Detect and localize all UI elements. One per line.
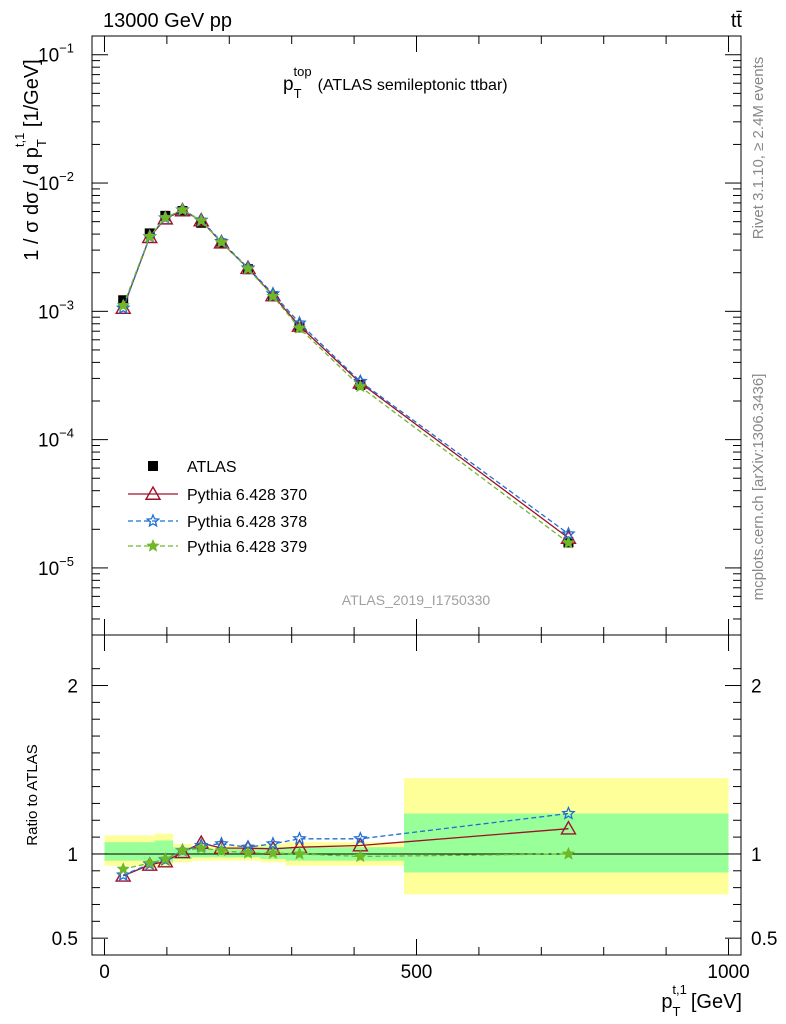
ratio-y-tick-label: 0.5 [52,929,78,950]
legend-marker [144,485,162,500]
ratio-y-tick-label-right: 2 [751,677,762,698]
legend-label: Pythia 6.428 379 [187,539,307,556]
ratio-series-2-point [353,849,368,863]
series-3-point [158,210,173,224]
main-y-tick-label: 10−5 [38,554,74,580]
rivet-version-label: Rivet 3.1.10, ≥ 2.4M events [750,57,767,240]
series-3-point [241,261,255,275]
main-y-tick-label: 10−3 [38,297,74,323]
ratio-series-1-point [561,805,576,820]
series-3-point [353,379,368,393]
main-y-tick-label: 10−1 [38,41,74,67]
plot-title: pTtop(ATLAS semileptonic ttbar) [283,64,508,101]
ratio-series-2-point [561,846,576,860]
x-tick-label: 1000 [707,962,749,983]
legend: ATLAS Pythia 6.428 370 Pythia 6.428 378 Pyt… [128,459,307,556]
ratio-y-tick-label: 2 [67,677,78,698]
legend-label: ATLAS [187,459,237,476]
ratio-y-tick-label-right: 1 [751,845,762,866]
legend-marker [146,538,160,552]
uncertainty-band-stat [191,848,211,858]
legend-label: Pythia 6.428 370 [187,487,307,504]
main-panel: ATLAS_2019_I1750330 10−5 10−4 10−3 10−2 10−1… [12,35,742,636]
series-3-point [175,202,190,216]
series-3-point [214,235,229,249]
series-3-point [292,321,307,334]
ratio-series-2-point [214,843,229,857]
ratio-series-2-point [241,846,255,859]
ratio-series-2-point [158,851,173,865]
uncertainty-band-stat [104,842,155,861]
ratio-series-2-point [292,846,307,860]
header-final-state-label: tt̄ [731,10,743,32]
ratio-series-2-point [194,841,208,854]
legend-label: Pythia 6.428 378 [187,514,307,531]
ratio-series-0-point [560,820,577,835]
ratio-series-2-point [266,846,280,859]
series-3-point [266,289,280,302]
ratio-ylabel: Ratio to ATLAS [24,744,41,845]
ratio-series-2-point [116,862,130,875]
x-axis-label: pTt,1[GeV] [661,982,742,1019]
legend-marker [148,461,158,471]
mcplots-label: mcplots.cern.ch [arXiv:1306.3436] [750,374,767,601]
ratio-series-1-point [353,831,368,846]
ratio-panel: 0.5 0.5 1 1 2 2 0 500 1000 Ratio to ATLAS pTt,1[… [24,634,777,1019]
series-3-point [116,298,130,312]
main-y-tick-label: 10−2 [38,169,74,195]
x-tick-label: 500 [401,962,433,983]
series-3-point [143,229,157,243]
ratio-y-tick-label: 1 [67,845,78,866]
series-3-point [194,213,208,227]
ratio-series-2-line [123,847,569,870]
ratio-series-1-point [115,867,131,882]
x-tick-label: 0 [99,962,110,983]
main-ylabel: 1 / σ dσ / d pTt,1 [1/GeV] [12,59,49,260]
ratio-series-2-point [175,843,190,857]
ratio-series-2-point [143,856,157,869]
main-y-tick-label: 10−4 [38,426,74,452]
series-2-point [115,300,131,315]
series-1-point [114,299,132,315]
header-process-label: 13000 GeV pp [103,10,232,32]
ratio-series-1-point [292,831,307,846]
series-3-point [561,535,576,549]
legend-marker [145,513,161,528]
uncertainty-band-stat [404,813,729,873]
ratio-y-tick-label-right: 0.5 [751,929,777,950]
watermark: ATLAS_2019_I1750330 [342,592,491,608]
